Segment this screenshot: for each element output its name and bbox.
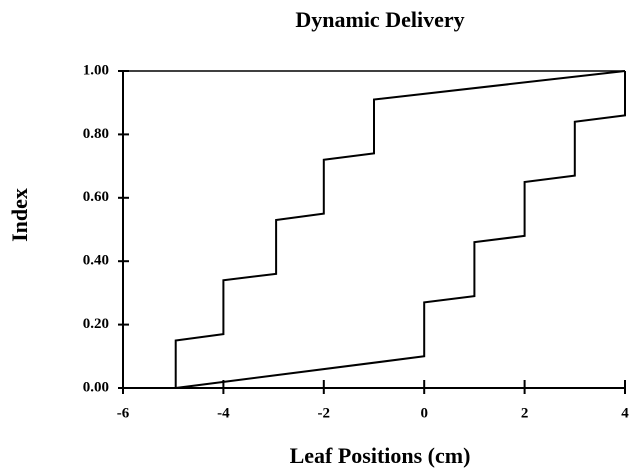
x-tick-label: -2	[318, 405, 331, 421]
x-tick-label: 4	[621, 405, 629, 421]
chart-title: Dynamic Delivery	[295, 7, 464, 32]
y-tick-label: 0.80	[83, 126, 109, 142]
x-tick-label: 2	[521, 405, 529, 421]
x-tick-label: 0	[420, 405, 428, 421]
y-axis-label: Index	[7, 188, 32, 242]
x-axis-label: Leaf Positions (cm)	[290, 443, 471, 468]
y-tick-label: 0.60	[83, 189, 109, 205]
y-tick-label: 0.20	[83, 316, 109, 332]
x-tick-label: -6	[117, 405, 130, 421]
x-tick-label: -4	[217, 405, 230, 421]
y-tick-label: 0.00	[83, 379, 109, 395]
line-series	[175, 71, 626, 389]
line-series	[174, 70, 626, 388]
y-tick-label: 0.40	[83, 253, 109, 269]
y-tick-label: 1.00	[83, 62, 109, 78]
